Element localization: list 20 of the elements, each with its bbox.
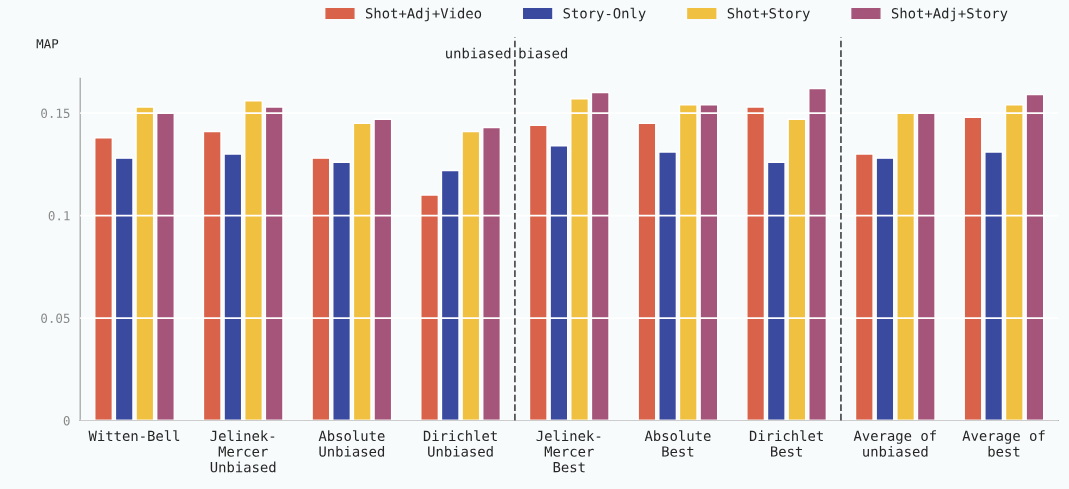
- x-tick-label: Jelinek- Mercer Best: [536, 430, 601, 473]
- x-tick-label: Average of best: [962, 430, 1045, 457]
- y-tick-label: 0.15: [41, 108, 70, 119]
- x-tick-label: Absolute Best: [644, 430, 711, 457]
- x-tick-label: Absolute Unbiased: [318, 430, 385, 457]
- legend-label: Story-Only: [563, 7, 646, 22]
- y-axis-title: MAP: [36, 39, 59, 49]
- x-tick-label: Average of unbiased: [853, 430, 936, 457]
- x-tick-label: Dirichlet Unbiased: [423, 430, 497, 457]
- y-tick-label: 0.1: [48, 211, 70, 221]
- y-tick-label: 0.05: [41, 313, 70, 324]
- legend-label: Shot+Adj+Story: [891, 7, 1008, 22]
- legend-label: Shot+Story: [727, 7, 810, 22]
- x-tick-label: Dirichlet Best: [749, 430, 823, 457]
- legend-label: Shot+Adj+Video: [365, 7, 482, 22]
- y-tick-label: 0: [63, 416, 70, 426]
- x-tick-label: Jelinek- Mercer Unbiased: [210, 430, 276, 473]
- text: biased: [519, 47, 568, 59]
- text: unbiased: [446, 47, 511, 59]
- x-tick-label: Witten-Bell: [88, 430, 180, 442]
